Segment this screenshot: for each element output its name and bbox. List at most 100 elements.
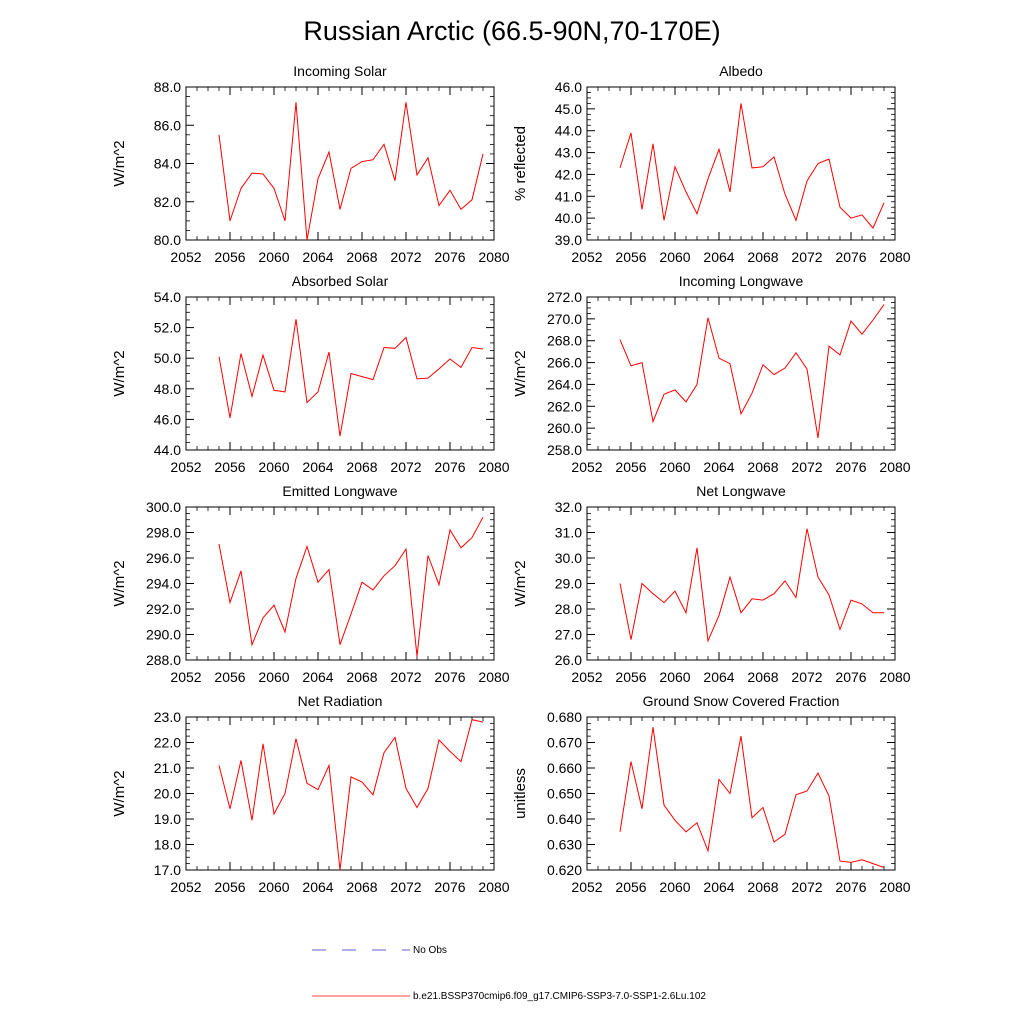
y-tick-label: 88.0 xyxy=(154,79,181,95)
y-axis-label: W/m^2 xyxy=(111,560,128,606)
legend-label-model-run: b.e21.BSSP370cmip6.f09_g17.CMIP6-SSP3-7.… xyxy=(413,991,706,1002)
plot-frame xyxy=(185,86,495,241)
x-tick-label: 2068 xyxy=(747,669,778,685)
figure-title: Russian Arctic (66.5-90N,70-170E) xyxy=(303,16,720,46)
x-tick-label: 2068 xyxy=(346,459,377,475)
x-tick-label: 2072 xyxy=(791,879,822,895)
panel-title: Albedo xyxy=(719,63,763,79)
plot-frame xyxy=(185,716,495,871)
y-tick-label: 52.0 xyxy=(154,320,181,336)
y-axis-label: W/m^2 xyxy=(111,140,128,186)
x-tick-label: 2064 xyxy=(703,669,734,685)
y-tick-label: 86.0 xyxy=(154,117,181,133)
series-line xyxy=(218,319,484,437)
x-tick-label: 2072 xyxy=(791,249,822,265)
y-tick-label: 28.0 xyxy=(555,601,582,617)
x-tick-label: 2056 xyxy=(214,459,245,475)
legend: No Obs b.e21.BSSP370cmip6.f09_g17.CMIP6-… xyxy=(312,945,706,1002)
y-tick-label: 0.650 xyxy=(547,786,582,802)
x-tick-label: 2056 xyxy=(615,879,646,895)
y-tick-label: 50.0 xyxy=(154,350,181,366)
legend-label-no-obs: No Obs xyxy=(413,945,447,956)
chart-panel: Emitted Longwave 2052 2056 2060 2064 2068 2072… xyxy=(111,483,510,685)
x-tick-label: 2080 xyxy=(478,249,509,265)
y-tick-label: 80.0 xyxy=(154,232,181,248)
plot-frame xyxy=(185,296,495,451)
x-tick-label: 2072 xyxy=(390,249,421,265)
x-tick-label: 2056 xyxy=(214,879,245,895)
x-tick-label: 2072 xyxy=(390,879,421,895)
x-tick-label: 2072 xyxy=(390,669,421,685)
x-tick-label: 2064 xyxy=(302,879,333,895)
x-tick-label: 2052 xyxy=(571,459,602,475)
y-axis-label: W/m^2 xyxy=(111,770,128,816)
x-tick-label: 2072 xyxy=(791,669,822,685)
plot-frame xyxy=(586,296,896,451)
x-tick-label: 2068 xyxy=(747,249,778,265)
panel-title: Incoming Longwave xyxy=(679,273,804,289)
chart-panel: Incoming Solar 2052 2056 2060 2064 2068 2072 20… xyxy=(111,63,510,265)
x-tick-label: 2080 xyxy=(879,669,910,685)
x-tick-label: 2064 xyxy=(302,669,333,685)
y-tick-label: 23.0 xyxy=(154,709,181,725)
y-tick-label: 29.0 xyxy=(555,576,582,592)
plot-frame xyxy=(185,506,495,661)
y-tick-label: 27.0 xyxy=(555,627,582,643)
y-tick-label: 264.0 xyxy=(547,376,582,392)
x-tick-label: 2068 xyxy=(747,879,778,895)
y-tick-label: 0.630 xyxy=(547,837,582,853)
chart-panel: Net Radiation 2052 2056 2060 2064 2068 2072 207… xyxy=(111,693,510,895)
x-tick-label: 2060 xyxy=(258,459,289,475)
y-tick-label: 26.0 xyxy=(555,652,582,668)
x-tick-label: 2076 xyxy=(434,249,465,265)
x-tick-label: 2076 xyxy=(835,669,866,685)
panel-title: Ground Snow Covered Fraction xyxy=(643,693,840,709)
x-tick-label: 2064 xyxy=(302,249,333,265)
y-tick-label: 46.0 xyxy=(555,79,582,95)
x-tick-label: 2060 xyxy=(258,249,289,265)
y-tick-label: 268.0 xyxy=(547,333,582,349)
x-tick-label: 2064 xyxy=(703,459,734,475)
x-tick-label: 2052 xyxy=(170,249,201,265)
y-tick-label: 84.0 xyxy=(154,156,181,172)
y-tick-label: 262.0 xyxy=(547,398,582,414)
y-axis-label: W/m^2 xyxy=(512,350,529,396)
y-tick-label: 0.670 xyxy=(547,735,582,751)
x-tick-label: 2052 xyxy=(571,249,602,265)
y-tick-label: 44.0 xyxy=(555,123,582,139)
y-tick-label: 30.0 xyxy=(555,550,582,566)
y-tick-label: 32.0 xyxy=(555,499,582,515)
y-tick-label: 54.0 xyxy=(154,289,181,305)
panel-title: Incoming Solar xyxy=(293,63,387,79)
y-tick-label: 18.0 xyxy=(154,837,181,853)
x-tick-label: 2052 xyxy=(571,669,602,685)
x-tick-label: 2072 xyxy=(390,459,421,475)
x-tick-label: 2080 xyxy=(879,249,910,265)
x-tick-label: 2080 xyxy=(478,879,509,895)
y-tick-label: 19.0 xyxy=(154,811,181,827)
x-tick-label: 2060 xyxy=(659,249,690,265)
x-tick-label: 2076 xyxy=(434,879,465,895)
y-tick-label: 48.0 xyxy=(154,381,181,397)
x-tick-label: 2060 xyxy=(659,459,690,475)
y-tick-label: 22.0 xyxy=(154,735,181,751)
x-tick-label: 2056 xyxy=(615,249,646,265)
y-tick-label: 40.0 xyxy=(555,210,582,226)
y-axis-label: unitless xyxy=(512,768,529,819)
y-tick-label: 266.0 xyxy=(547,355,582,371)
y-axis-label: W/m^2 xyxy=(111,350,128,396)
y-tick-label: 294.0 xyxy=(146,576,181,592)
x-tick-label: 2052 xyxy=(170,669,201,685)
y-tick-label: 300.0 xyxy=(146,499,181,515)
y-tick-label: 31.0 xyxy=(555,525,582,541)
x-tick-label: 2060 xyxy=(659,879,690,895)
chart-panel: Incoming Longwave 2052 2056 2060 2064 2068 207… xyxy=(512,273,911,475)
x-tick-label: 2052 xyxy=(571,879,602,895)
x-tick-label: 2072 xyxy=(791,459,822,475)
x-tick-label: 2080 xyxy=(478,669,509,685)
x-tick-label: 2076 xyxy=(835,879,866,895)
y-tick-label: 292.0 xyxy=(146,601,181,617)
x-tick-label: 2080 xyxy=(478,459,509,475)
chart-panel: Ground Snow Covered Fraction 2052 2056 2060… xyxy=(512,693,911,895)
x-tick-label: 2060 xyxy=(258,669,289,685)
